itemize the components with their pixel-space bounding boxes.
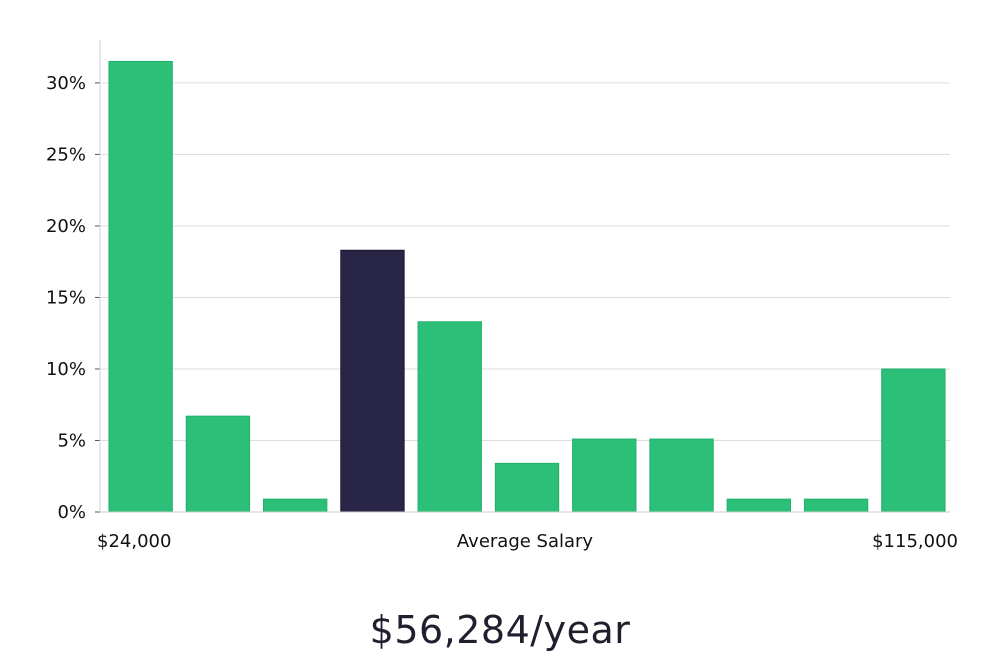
y-tick-label: 30%: [46, 73, 86, 94]
x-label-max: $115,000: [872, 531, 958, 552]
bar: [803, 498, 869, 513]
y-tick-label: 5%: [57, 430, 86, 451]
y-tick-label: 10%: [46, 359, 86, 380]
bar: [263, 498, 328, 513]
bar: [185, 415, 251, 513]
bar: [649, 438, 714, 513]
bar: [417, 321, 482, 513]
y-tick-label: 20%: [46, 216, 86, 237]
grid-lines: [100, 82, 950, 441]
average-salary-value: $56,284/year: [369, 608, 631, 652]
y-tick-label: 0%: [57, 502, 86, 523]
bar-highlighted: [340, 249, 405, 513]
bars: [108, 60, 946, 513]
x-axis-title: Average Salary: [457, 531, 594, 552]
bar: [572, 438, 637, 513]
bar: [108, 60, 173, 513]
bar: [881, 368, 946, 513]
x-label-min: $24,000: [97, 531, 171, 552]
y-tick-label: 25%: [46, 144, 86, 165]
bar: [726, 498, 791, 513]
y-axis-ticks: 0% 5% 10% 15% 20% 25% 30%: [46, 73, 100, 523]
salary-histogram: 0% 5% 10% 15% 20% 25% 30% $24,000 Average Sala…: [46, 40, 958, 552]
y-tick-label: 15%: [46, 287, 86, 308]
bar: [494, 462, 560, 513]
